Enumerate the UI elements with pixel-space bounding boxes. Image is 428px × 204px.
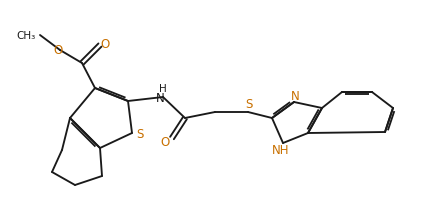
Text: CH₃: CH₃ [17, 31, 36, 41]
Text: O: O [54, 44, 62, 58]
Text: O: O [101, 38, 110, 51]
Text: S: S [245, 98, 253, 111]
Text: H: H [159, 84, 167, 94]
Text: O: O [160, 135, 169, 149]
Text: N: N [156, 92, 164, 104]
Text: N: N [291, 91, 299, 103]
Text: NH: NH [272, 144, 290, 157]
Text: S: S [136, 129, 144, 142]
